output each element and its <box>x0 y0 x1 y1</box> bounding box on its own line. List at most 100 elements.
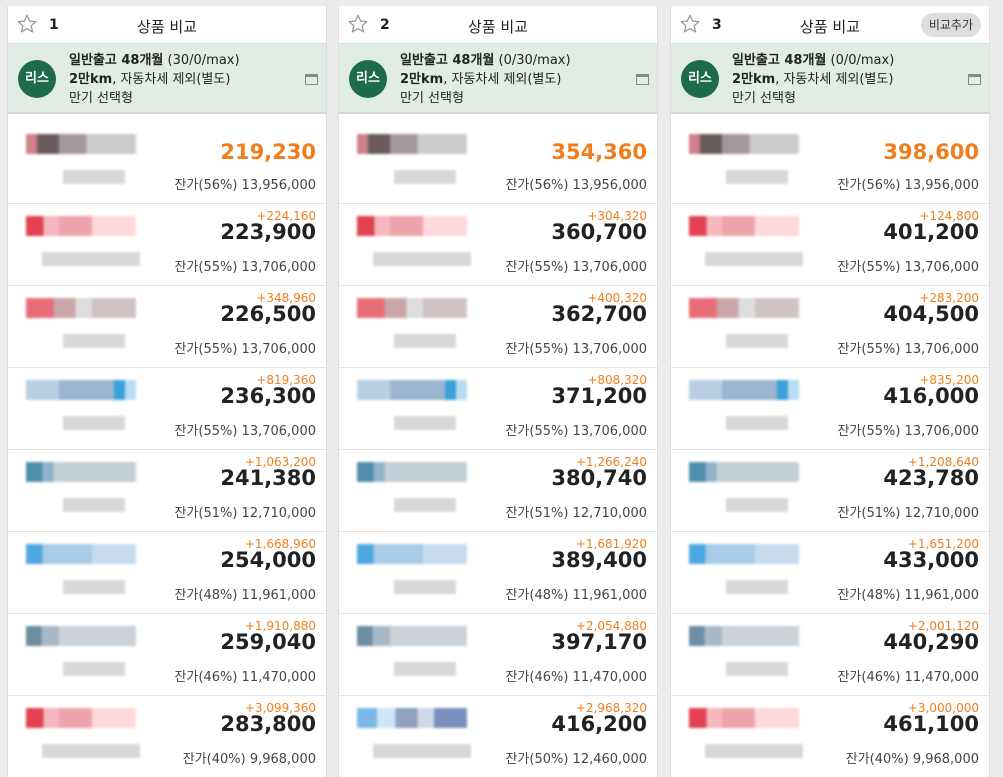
lease-badge: 리스 <box>18 60 56 98</box>
company-logo-icon <box>357 298 467 318</box>
company-logo-icon <box>357 544 467 564</box>
monthly-price: 423,780 <box>883 466 979 490</box>
lease-badge: 리스 <box>681 60 719 98</box>
quote-row[interactable]: +400,320 362,700 잔가(55%) 13,706,000 <box>339 286 657 368</box>
quote-row[interactable]: +1,063,200 241,380 잔가(51%) 12,710,000 <box>8 450 326 532</box>
company-logo-icon <box>26 544 136 564</box>
product-name-blurred <box>705 744 803 758</box>
residual-value: 잔가(56%) 13,956,000 <box>174 178 316 193</box>
company-logo-icon <box>357 708 467 728</box>
column-header: 3 상품 비교 비교추가 <box>671 6 989 44</box>
price-difference: +283,200 <box>919 291 979 305</box>
monthly-price: 397,170 <box>551 630 647 654</box>
monthly-price: 404,500 <box>883 302 979 326</box>
price-difference: +835,200 <box>919 373 979 387</box>
residual-value: 잔가(55%) 13,706,000 <box>505 342 647 357</box>
monthly-price: 389,400 <box>551 548 647 572</box>
column-title: 상품 비교 <box>468 18 528 36</box>
condition-term: 일반출고 48개월 <box>400 53 495 68</box>
quote-row[interactable]: +1,910,880 259,040 잔가(46%) 11,470,000 <box>8 614 326 696</box>
product-name-blurred <box>394 498 456 512</box>
monthly-price: 283,800 <box>220 712 316 736</box>
quote-row[interactable]: 219,230 잔가(56%) 13,956,000 <box>8 122 326 204</box>
company-logo-icon <box>26 134 136 154</box>
company-logo-icon <box>26 380 136 400</box>
product-name-blurred <box>705 252 803 266</box>
monthly-price: 362,700 <box>551 302 647 326</box>
company-logo-icon <box>689 462 799 482</box>
company-logo-icon <box>357 462 467 482</box>
company-logo-icon <box>357 380 467 400</box>
price-difference: +2,054,880 <box>575 619 647 633</box>
product-name-blurred <box>394 416 456 430</box>
quote-row[interactable]: 354,360 잔가(56%) 13,956,000 <box>339 122 657 204</box>
lease-badge: 리스 <box>349 60 387 98</box>
condition-tax: , 자동차세 제외(별도) <box>443 72 562 87</box>
condition-maturity: 만기 선택형 <box>69 91 133 106</box>
residual-value: 잔가(55%) 13,706,000 <box>174 260 316 275</box>
quote-row[interactable]: +283,200 404,500 잔가(55%) 13,706,000 <box>671 286 989 368</box>
quote-row[interactable]: +304,320 360,700 잔가(55%) 13,706,000 <box>339 204 657 286</box>
quote-row[interactable]: +2,054,880 397,170 잔가(46%) 11,470,000 <box>339 614 657 696</box>
company-logo-icon <box>26 626 136 646</box>
monthly-price: 371,200 <box>551 384 647 408</box>
compare-column-2: 2 상품 비교 리스 일반출고 48개월 (0/30/max) 2만km, 자동차세 제… <box>338 6 658 777</box>
quote-row[interactable]: +835,200 416,000 잔가(55%) 13,706,000 <box>671 368 989 450</box>
quote-row[interactable]: +348,960 226,500 잔가(55%) 13,706,000 <box>8 286 326 368</box>
star-icon[interactable] <box>679 13 701 35</box>
condition-panel: 리스 일반출고 48개월 (0/0/max) 2만km, 자동차세 제외(별도) 만기… <box>671 44 989 114</box>
window-icon[interactable] <box>305 74 318 85</box>
company-logo-icon <box>26 298 136 318</box>
product-name-blurred <box>63 662 125 676</box>
quote-row[interactable]: +1,208,640 423,780 잔가(51%) 12,710,000 <box>671 450 989 532</box>
quote-row[interactable]: +1,651,200 433,000 잔가(48%) 11,961,000 <box>671 532 989 614</box>
product-name-blurred <box>42 744 140 758</box>
column-header: 2 상품 비교 <box>339 6 657 44</box>
quote-row[interactable]: +1,668,960 254,000 잔가(48%) 11,961,000 <box>8 532 326 614</box>
window-icon[interactable] <box>968 74 981 85</box>
product-name-blurred <box>726 170 788 184</box>
star-icon[interactable] <box>16 13 38 35</box>
quote-row[interactable]: +124,800 401,200 잔가(55%) 13,706,000 <box>671 204 989 286</box>
quote-row[interactable]: +808,320 371,200 잔가(55%) 13,706,000 <box>339 368 657 450</box>
condition-mileage: 2만km <box>69 72 113 87</box>
quote-row[interactable]: +224,160 223,900 잔가(55%) 13,706,000 <box>8 204 326 286</box>
condition-mileage: 2만km <box>732 72 776 87</box>
product-name-blurred <box>726 580 788 594</box>
condition-mileage: 2만km <box>400 72 444 87</box>
company-logo-icon <box>26 216 136 236</box>
quote-row[interactable]: +2,968,320 416,200 잔가(50%) 12,460,000 <box>339 696 657 777</box>
quote-row[interactable]: +3,099,360 283,800 잔가(40%) 9,968,000 <box>8 696 326 777</box>
product-name-blurred <box>726 498 788 512</box>
quote-row[interactable]: +819,360 236,300 잔가(55%) 13,706,000 <box>8 368 326 450</box>
residual-value: 잔가(46%) 11,470,000 <box>174 670 316 685</box>
price-difference: +819,360 <box>256 373 316 387</box>
residual-value: 잔가(55%) 13,706,000 <box>837 260 979 275</box>
column-number: 2 <box>380 17 390 33</box>
company-logo-icon <box>689 134 799 154</box>
star-icon[interactable] <box>347 13 369 35</box>
monthly-price: 236,300 <box>220 384 316 408</box>
price-difference: +3,000,000 <box>907 701 979 715</box>
condition-ratio: (30/0/max) <box>163 53 240 68</box>
residual-value: 잔가(40%) 9,968,000 <box>182 752 316 767</box>
product-name-blurred <box>63 498 125 512</box>
company-logo-icon <box>357 134 467 154</box>
residual-value: 잔가(55%) 13,706,000 <box>505 260 647 275</box>
quote-row[interactable]: +1,681,920 389,400 잔가(48%) 11,961,000 <box>339 532 657 614</box>
quote-row[interactable]: +3,000,000 461,100 잔가(40%) 9,968,000 <box>671 696 989 777</box>
quote-row[interactable]: 398,600 잔가(56%) 13,956,000 <box>671 122 989 204</box>
quote-row[interactable]: +2,001,120 440,290 잔가(46%) 11,470,000 <box>671 614 989 696</box>
company-logo-icon <box>689 626 799 646</box>
residual-value: 잔가(55%) 13,706,000 <box>505 424 647 439</box>
company-logo-icon <box>357 626 467 646</box>
product-name-blurred <box>394 334 456 348</box>
add-compare-button[interactable]: 비교추가 <box>920 13 981 37</box>
window-icon[interactable] <box>636 74 649 85</box>
monthly-price: 223,900 <box>220 220 316 244</box>
residual-value: 잔가(50%) 12,460,000 <box>505 752 647 767</box>
monthly-price: 254,000 <box>220 548 316 572</box>
quote-row[interactable]: +1,266,240 380,740 잔가(51%) 12,710,000 <box>339 450 657 532</box>
product-name-blurred <box>373 252 471 266</box>
residual-value: 잔가(46%) 11,470,000 <box>505 670 647 685</box>
